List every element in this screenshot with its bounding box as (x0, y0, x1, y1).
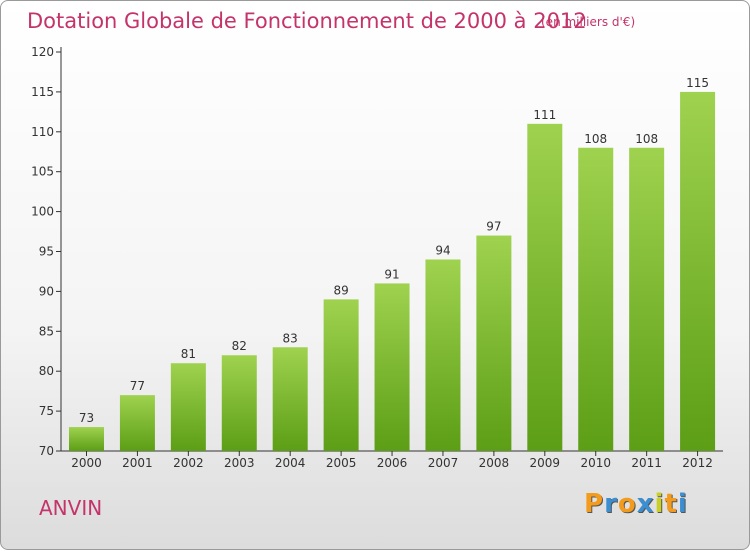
x-tick-label: 2000 (71, 456, 102, 470)
y-tick-label: 115 (31, 85, 54, 99)
bar-value-label: 82 (232, 339, 247, 353)
bar-value-label: 97 (486, 220, 501, 234)
bar (425, 259, 461, 451)
y-tick-label: 95 (39, 245, 54, 259)
logo-letter: r (604, 489, 618, 519)
bar-value-label: 108 (584, 132, 607, 146)
bar (69, 427, 104, 451)
x-tick-label: 2010 (580, 456, 611, 470)
x-tick-label: 2009 (530, 456, 561, 470)
bar (272, 347, 308, 451)
bar (374, 283, 410, 451)
y-tick-label: 70 (39, 444, 54, 458)
bar (323, 299, 359, 451)
bar-value-label: 89 (333, 283, 348, 297)
y-tick-label: 100 (31, 205, 54, 219)
x-tick-label: 2005 (326, 456, 357, 470)
logo-letter: i (677, 489, 688, 519)
x-tick-label: 2008 (479, 456, 510, 470)
x-tick-label: 2003 (224, 456, 255, 470)
bar-value-label: 111 (533, 108, 556, 122)
axes: 70 75 80 85 90 95 100 105 110 115 120 2000 2001 2002 2… (31, 45, 723, 470)
x-tick-label: 2006 (377, 456, 408, 470)
y-tick-label: 80 (39, 364, 54, 378)
x-tick-label: 2011 (631, 456, 662, 470)
logo-letter: i (654, 489, 665, 519)
y-tick-label: 110 (31, 125, 54, 139)
x-tick-label: 2007 (428, 456, 459, 470)
x-tick-label: 2004 (275, 456, 306, 470)
bar (221, 355, 257, 451)
bar-value-label: 81 (181, 347, 196, 361)
bar (680, 91, 716, 452)
bar (578, 147, 614, 451)
bar-value-label: 115 (686, 76, 709, 90)
y-tick-label: 120 (31, 45, 54, 59)
bar (629, 147, 665, 451)
bar (119, 395, 155, 451)
bar-value-label: 83 (283, 331, 298, 345)
x-tick-label: 2001 (122, 456, 153, 470)
bar-value-label: 108 (635, 132, 658, 146)
x-tick-label: 2002 (173, 456, 204, 470)
y-tick-label: 85 (39, 324, 54, 338)
bar (476, 235, 512, 451)
logo-letter: t (664, 489, 678, 519)
chart-subtitle: (en milliers d'€) (541, 15, 636, 29)
bars: 73 77 81 82 83 89 91 94 97 111 108 108 115 (69, 76, 716, 452)
x-tick-label: 2012 (682, 456, 713, 470)
bar (170, 363, 206, 451)
y-tick-label: 105 (31, 165, 54, 179)
bar-value-label: 91 (384, 267, 399, 281)
bar-value-label: 73 (79, 411, 94, 425)
commune-name: ANVIN (39, 496, 103, 520)
chart-title: Dotation Globale de Fonctionnement de 20… (27, 9, 587, 33)
logo-letter: P (584, 489, 605, 519)
proxiti-logo[interactable]: Proxiti (584, 489, 688, 519)
bar-value-label: 77 (130, 379, 145, 393)
logo-letter: x (636, 489, 655, 519)
logo-letter: o (617, 489, 637, 519)
bar-value-label: 94 (435, 243, 450, 257)
y-tick-label: 90 (39, 284, 54, 298)
y-tick-label: 75 (39, 404, 54, 418)
bar (527, 123, 563, 451)
